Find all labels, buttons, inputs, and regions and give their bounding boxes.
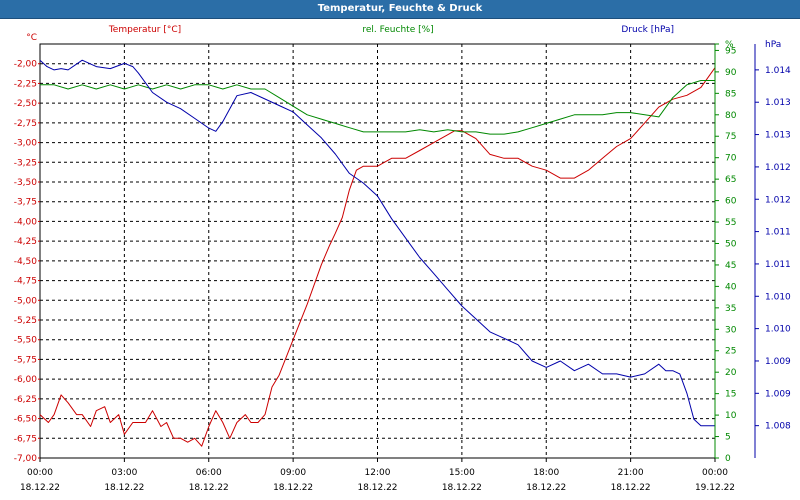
- series-line-pressure: [39, 59, 715, 427]
- pressure-tick-label: 1.014: [765, 66, 791, 76]
- humidity-tick-label: 40: [725, 282, 737, 292]
- humidity-tick-label: 90: [725, 68, 737, 78]
- temperature-tick-label: -2,75: [14, 119, 37, 129]
- chart-background: [0, 19, 800, 500]
- x-tick-time: 06:00: [196, 468, 222, 478]
- pressure-tick-label: 1.010: [765, 325, 791, 335]
- temperature-tick-label: -5,00: [14, 296, 38, 306]
- humidity-tick-label: 75: [725, 132, 736, 142]
- temperature-tick-label: -2,25: [14, 79, 37, 89]
- x-tick-time: 00:00: [702, 468, 728, 478]
- x-tick-time: 00:00: [27, 468, 53, 478]
- series-line-temperature: [39, 67, 716, 447]
- pressure-unit: hPa: [765, 40, 781, 50]
- humidity-tick-label: 70: [725, 154, 737, 164]
- temperature-tick-label: -4,50: [14, 257, 38, 267]
- x-tick-time: 18:00: [533, 468, 559, 478]
- temperature-tick-label: -6,50: [14, 415, 38, 425]
- x-tick-date: 18.12.22: [526, 483, 566, 493]
- temperature-tick-label: -3,75: [14, 198, 37, 208]
- x-tick-time: 12:00: [365, 468, 391, 478]
- pressure-tick-label: 1.013: [765, 98, 791, 108]
- pressure-tick-label: 1.010: [765, 292, 791, 302]
- x-tick-date: 18.12.22: [189, 483, 229, 493]
- temperature-tick-label: -2,00: [14, 60, 38, 70]
- pressure-tick-label: 1.008: [765, 422, 791, 432]
- temperature-tick-label: -3,25: [14, 158, 37, 168]
- temperature-tick-label: -5,50: [14, 336, 38, 346]
- x-tick-date: 18.12.22: [442, 483, 482, 493]
- grid: [40, 44, 715, 458]
- humidity-tick-label: 55: [725, 218, 736, 228]
- chart: 00:00 18.12.22 03:00 18.12.22 06:00 18.12.22 0…: [0, 19, 800, 500]
- humidity-tick-label: 0: [725, 454, 731, 464]
- pressure-tick-label: 1.011: [765, 260, 791, 270]
- legend-pressure: Druck [hPa]: [621, 25, 674, 35]
- temperature-tick-label: -3,50: [14, 178, 38, 188]
- x-tick-date: 19.12.22: [695, 483, 735, 493]
- temperature-tick-label: -2,50: [14, 99, 38, 109]
- temperature-tick-label: -6,25: [14, 395, 37, 405]
- x-tick-time: 15:00: [449, 468, 475, 478]
- humidity-tick-label: 85: [725, 89, 736, 99]
- temperature-tick-label: -5,25: [14, 316, 37, 326]
- humidity-tick-label: 15: [725, 390, 736, 400]
- x-tick-time: 03:00: [111, 468, 137, 478]
- x-tick-date: 18.12.22: [611, 483, 651, 493]
- pressure-tick-label: 1.011: [765, 228, 791, 238]
- humidity-tick-label: 80: [725, 111, 737, 121]
- pressure-tick-label: 1.013: [765, 131, 791, 141]
- pressure-tick-label: 1.012: [765, 163, 791, 173]
- x-tick-date: 18.12.22: [273, 483, 313, 493]
- humidity-tick-label: 60: [725, 197, 737, 207]
- humidity-tick-label: 5: [725, 433, 731, 443]
- humidity-tick-label: 30: [725, 325, 737, 335]
- series-group: [39, 59, 716, 447]
- series-line-humidity: [40, 80, 715, 135]
- humidity-tick-label: 35: [725, 304, 736, 314]
- legend-temperature: Temperatur [°C]: [108, 25, 181, 35]
- humidity-tick-label: 95: [725, 46, 736, 56]
- x-tick-date: 18.12.22: [357, 483, 397, 493]
- humidity-tick-label: 10: [725, 411, 737, 421]
- x-tick-time: 09:00: [280, 468, 306, 478]
- temperature-tick-label: -4,75: [14, 277, 37, 287]
- temperature-tick-label: -4,25: [14, 237, 37, 247]
- humidity-tick-label: 20: [725, 368, 737, 378]
- humidity-tick-label: 45: [725, 261, 736, 271]
- pressure-tick-label: 1.009: [765, 389, 791, 399]
- temperature-unit: °C: [26, 33, 37, 43]
- humidity-tick-label: 50: [725, 239, 737, 249]
- temperature-tick-label: -6,75: [14, 434, 37, 444]
- legend-humidity: rel. Feuchte [%]: [362, 25, 433, 35]
- temperature-tick-label: -7,00: [14, 454, 38, 464]
- pressure-tick-label: 1.009: [765, 357, 791, 367]
- axes: 00:00 18.12.22 03:00 18.12.22 06:00 18.12.22 0…: [14, 25, 791, 493]
- humidity-tick-label: 25: [725, 347, 736, 357]
- pressure-tick-label: 1.012: [765, 195, 791, 205]
- x-tick-date: 18.12.22: [104, 483, 144, 493]
- humidity-tick-label: 65: [725, 175, 736, 185]
- temperature-tick-label: -3,00: [14, 139, 38, 149]
- x-tick-time: 21:00: [618, 468, 644, 478]
- x-tick-date: 18.12.22: [20, 483, 60, 493]
- temperature-tick-label: -5,75: [14, 355, 37, 365]
- temperature-tick-label: -6,00: [14, 375, 38, 385]
- temperature-tick-label: -4,00: [14, 217, 38, 227]
- window-title: Temperatur, Feuchte & Druck: [0, 0, 800, 19]
- humidity-tick-label: %: [725, 40, 734, 50]
